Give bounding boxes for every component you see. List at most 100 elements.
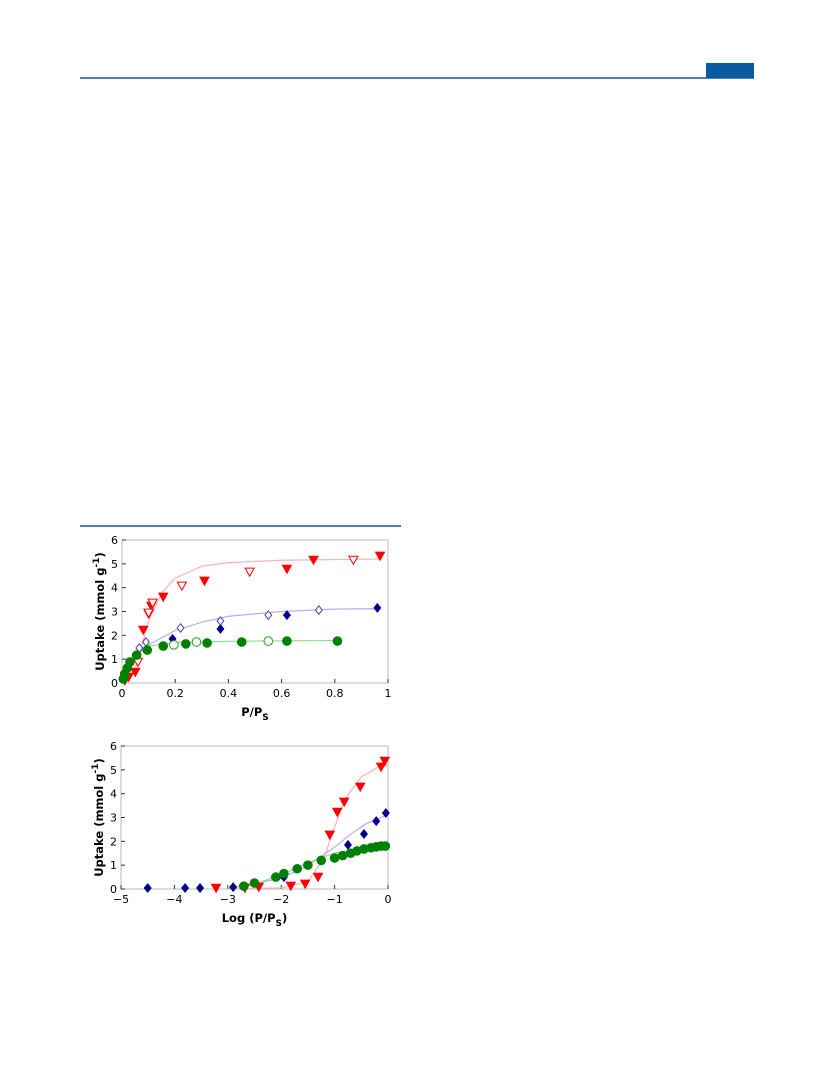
marker bbox=[176, 622, 185, 633]
y-tick-label: 1 bbox=[110, 859, 117, 872]
marker bbox=[345, 848, 356, 859]
marker bbox=[379, 756, 391, 767]
marker bbox=[216, 623, 225, 634]
marker bbox=[329, 853, 340, 863]
marker bbox=[142, 645, 153, 655]
marker bbox=[118, 674, 129, 684]
y-tick-label: 5 bbox=[111, 558, 118, 571]
chart: 0 0.2 0.4 0.6 0.8 1 0 1 2 3 4 5 6 P/PS Uptake (mmol g-… bbox=[92, 534, 392, 723]
marker bbox=[354, 782, 366, 793]
plot-frame bbox=[120, 745, 389, 890]
x-tick-label: 1 bbox=[385, 687, 392, 700]
marker bbox=[375, 762, 387, 773]
x-tick-label: 0 bbox=[385, 893, 392, 906]
marker bbox=[348, 555, 359, 566]
x-tick-label: 0.4 bbox=[220, 687, 238, 700]
marker bbox=[337, 850, 348, 861]
y-axis-label-text: Uptake (mmol g bbox=[92, 773, 106, 876]
x-tick-label: −2 bbox=[273, 893, 289, 906]
marker bbox=[373, 602, 382, 613]
x-tick-label: 0.6 bbox=[273, 687, 291, 700]
marker bbox=[157, 592, 169, 603]
y-tick-label: 4 bbox=[110, 788, 117, 801]
marker bbox=[216, 616, 225, 627]
y-axis-label-sup: -1 bbox=[91, 763, 101, 773]
marker bbox=[239, 881, 249, 891]
x-tick-label: −1 bbox=[326, 893, 342, 906]
x-axis-label-end: ) bbox=[282, 911, 287, 925]
header-tab bbox=[706, 63, 754, 78]
marker bbox=[199, 576, 210, 587]
marker bbox=[263, 636, 274, 646]
marker bbox=[324, 830, 336, 841]
y-tick-label: 0 bbox=[110, 883, 117, 896]
marker bbox=[279, 868, 289, 879]
marker bbox=[147, 598, 158, 609]
marker bbox=[381, 807, 390, 818]
x-axis-label-text: P/P bbox=[241, 705, 262, 719]
y-tick-label: 0 bbox=[111, 677, 118, 690]
marker bbox=[303, 860, 313, 870]
marker bbox=[264, 610, 273, 621]
marker bbox=[282, 636, 292, 646]
marker bbox=[196, 883, 205, 894]
marker bbox=[202, 638, 212, 648]
x-tick-label: 0 bbox=[119, 687, 126, 700]
y-tick-label: 4 bbox=[111, 582, 118, 595]
fit-line bbox=[121, 639, 338, 684]
marker bbox=[236, 637, 247, 647]
marker bbox=[281, 564, 293, 575]
y-tick-label: 3 bbox=[111, 606, 118, 619]
marker bbox=[191, 637, 202, 647]
marker bbox=[343, 839, 352, 850]
marker bbox=[292, 863, 303, 874]
marker bbox=[169, 640, 179, 650]
marker bbox=[282, 610, 291, 621]
marker bbox=[316, 855, 327, 866]
x-tick-label: −3 bbox=[220, 893, 236, 906]
marker bbox=[285, 881, 297, 892]
marker bbox=[229, 882, 238, 893]
x-axis-label: P/PS bbox=[241, 705, 269, 723]
marker bbox=[137, 625, 149, 636]
marker bbox=[338, 797, 350, 808]
y-axis-label-sup: -1 bbox=[92, 557, 102, 567]
marker bbox=[372, 816, 381, 827]
y-axis-label-text: Uptake (mmol g bbox=[93, 567, 107, 670]
marker bbox=[359, 828, 368, 839]
fit-line bbox=[121, 558, 381, 684]
marker bbox=[210, 883, 222, 894]
x-tick-label: 0.8 bbox=[326, 687, 344, 700]
marker bbox=[312, 872, 324, 883]
marker bbox=[176, 581, 188, 592]
marker bbox=[143, 883, 152, 894]
marker bbox=[129, 667, 141, 678]
x-tick-label: −4 bbox=[166, 893, 182, 906]
y-axis-label: Uptake (mmol g-1) bbox=[91, 758, 106, 877]
y-axis-label-end: ) bbox=[92, 758, 106, 763]
marker bbox=[271, 872, 281, 882]
marker bbox=[181, 883, 190, 894]
marker bbox=[331, 807, 343, 818]
x-axis-label-sub: S bbox=[276, 919, 282, 929]
y-tick-label: 2 bbox=[110, 835, 117, 848]
y-tick-label: 6 bbox=[111, 534, 118, 547]
x-axis-label: Log (P/PS) bbox=[222, 911, 288, 929]
y-tick-label: 6 bbox=[110, 740, 117, 753]
x-tick-label: 0.2 bbox=[166, 687, 184, 700]
y-axis-label-end: ) bbox=[93, 552, 107, 557]
marker bbox=[332, 636, 343, 646]
y-tick-label: 5 bbox=[110, 764, 117, 777]
y-tick-label: 1 bbox=[111, 653, 118, 666]
marker bbox=[143, 608, 154, 619]
marker bbox=[374, 551, 386, 562]
marker bbox=[249, 878, 260, 888]
y-axis-label: Uptake (mmol g-1) bbox=[92, 552, 107, 671]
marker bbox=[181, 639, 191, 649]
marker bbox=[244, 567, 256, 578]
marker bbox=[308, 555, 319, 566]
marker bbox=[299, 879, 311, 890]
marker bbox=[158, 641, 169, 651]
